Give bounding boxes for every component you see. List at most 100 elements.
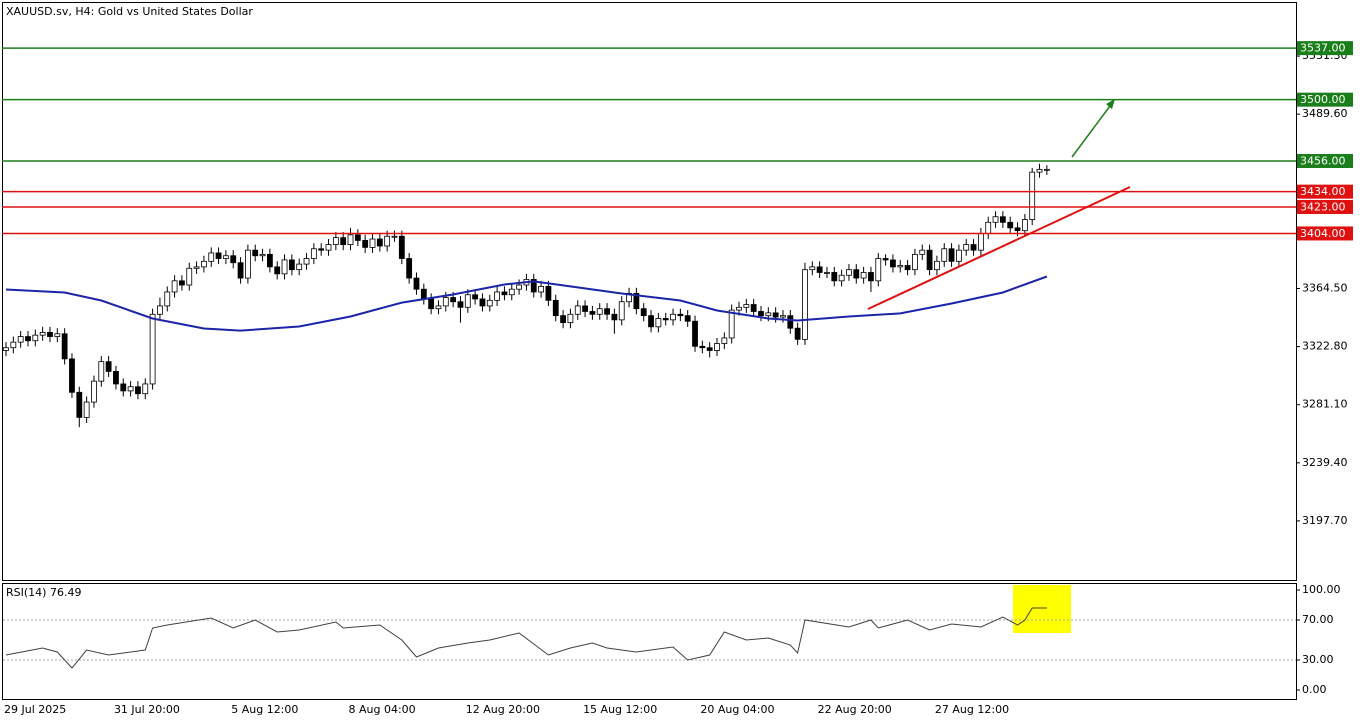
candle-body	[61, 333, 68, 360]
candle-body	[574, 305, 581, 315]
candle-body	[750, 304, 757, 312]
candle-body	[340, 237, 347, 245]
candle-body	[201, 260, 207, 268]
candle-body	[985, 221, 992, 234]
candle-body	[193, 266, 200, 269]
candle-body	[413, 277, 420, 290]
candle-body	[912, 253, 918, 271]
candle-body	[977, 233, 984, 251]
candle-body	[1014, 227, 1021, 232]
candle-body	[508, 288, 515, 296]
chart-title: XAUUSD.sv, H4: Gold vs United States Dol…	[6, 5, 253, 18]
candle-body	[846, 269, 852, 276]
candle-body	[699, 345, 706, 349]
level-label-box	[1297, 226, 1353, 241]
candle-body	[450, 297, 457, 303]
candle-body	[237, 262, 244, 279]
candle-body	[127, 386, 134, 392]
candle-body	[1007, 221, 1014, 229]
candle-body	[54, 333, 61, 337]
candle-body	[860, 272, 867, 279]
candle-body	[530, 279, 537, 293]
candle-body	[186, 267, 193, 286]
rsi-label: RSI(14) 76.49	[6, 586, 81, 599]
candle-body	[472, 294, 479, 300]
y-tick-label: 100.00	[1302, 583, 1341, 596]
level-label-box	[1297, 41, 1353, 56]
candle-body	[662, 318, 669, 321]
candle-body	[179, 280, 185, 286]
candle-body	[457, 301, 464, 308]
candle-body	[354, 234, 361, 241]
candle-body	[435, 305, 442, 310]
candle-body	[105, 361, 112, 372]
y-tick-label: 3489.60	[1302, 107, 1348, 120]
y-tick-label: 3281.10	[1302, 398, 1348, 411]
candle-body	[171, 280, 178, 293]
arrow-head	[1106, 99, 1115, 109]
candle-body	[76, 391, 83, 418]
candle-body	[47, 331, 53, 337]
candle-body	[208, 252, 215, 262]
candle-body	[274, 266, 281, 275]
candle-body	[215, 252, 222, 259]
candle-body	[3, 347, 9, 351]
candle-body	[611, 313, 618, 321]
candle-body	[318, 248, 325, 251]
x-tick-label: 12 Aug 20:00	[466, 703, 540, 716]
candle-body	[934, 260, 940, 271]
rsi-panel	[2, 583, 1297, 700]
y-tick-label: 30.00	[1302, 653, 1334, 666]
candle-body	[376, 238, 383, 247]
candle-body	[926, 249, 933, 271]
candle-body	[743, 304, 750, 308]
candle-body	[244, 249, 251, 279]
candle-body	[853, 269, 860, 279]
candle-body	[648, 315, 654, 328]
candle-body	[765, 312, 772, 317]
candle-body	[802, 269, 808, 340]
x-tick-label: 29 Jul 2025	[4, 703, 66, 716]
y-tick-label: 3239.40	[1302, 456, 1348, 469]
candle-body	[919, 249, 926, 255]
candle-body	[941, 248, 948, 262]
candle-body	[1036, 168, 1043, 173]
candle-body	[882, 258, 889, 261]
candle-body	[618, 301, 625, 321]
candle-body	[442, 297, 449, 307]
candle-body	[266, 253, 273, 268]
candle-body	[69, 358, 75, 393]
candle-body	[347, 234, 354, 245]
candle-body	[992, 216, 999, 223]
candle-body	[999, 216, 1006, 223]
candle-body	[948, 248, 955, 262]
x-tick-label: 8 Aug 04:00	[349, 703, 416, 716]
candle-body	[684, 315, 691, 322]
candle-body	[501, 291, 508, 296]
candle-body	[545, 286, 552, 301]
candle-body	[157, 305, 163, 315]
y-tick-label: 0.00	[1302, 683, 1327, 696]
candle-body	[1029, 171, 1036, 220]
candle-body	[406, 258, 413, 279]
candle-body	[552, 299, 559, 317]
candle-body	[604, 308, 610, 315]
candle-body	[369, 238, 376, 248]
candle-body	[83, 401, 90, 418]
candle-body	[230, 255, 237, 264]
candle-body	[164, 291, 171, 307]
candle-body	[567, 313, 574, 324]
candle-body	[25, 336, 31, 342]
level-label: 3500.00	[1300, 93, 1346, 106]
y-tick-label: 3364.50	[1302, 281, 1348, 294]
candle-body	[398, 235, 405, 259]
candle-body	[670, 313, 676, 321]
candle-body	[259, 253, 266, 257]
candle-body	[970, 244, 977, 251]
candle-body	[281, 259, 288, 275]
candle-body	[384, 235, 391, 247]
candle-body	[963, 244, 970, 251]
